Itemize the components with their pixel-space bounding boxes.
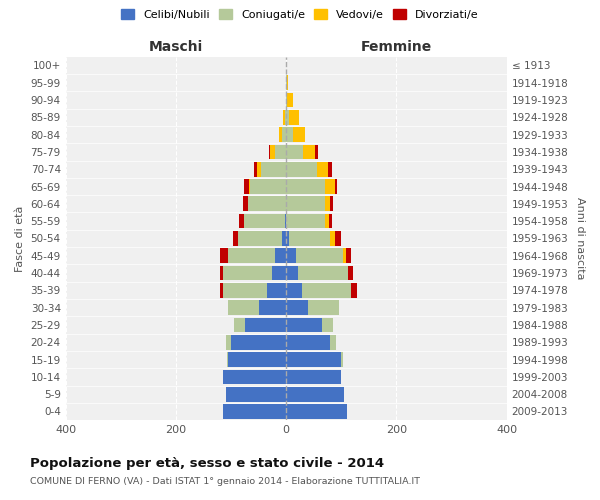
Legend: Celibi/Nubili, Coniugati/e, Vedovi/e, Divorziati/e: Celibi/Nubili, Coniugati/e, Vedovi/e, Di… [118, 6, 482, 23]
Bar [287, 76, 288, 90]
Bar [239, 214, 244, 228]
Bar [244, 179, 249, 194]
Text: COMUNE DI FERNO (VA) - Dati ISTAT 1° gennaio 2014 - Elaborazione TUTTITALIA.IT: COMUNE DI FERNO (VA) - Dati ISTAT 1° gen… [30, 478, 420, 486]
Bar [351, 283, 357, 298]
Bar [286, 387, 344, 402]
Bar [286, 214, 325, 228]
Bar [286, 370, 341, 384]
Bar [285, 214, 286, 228]
Bar [250, 179, 286, 194]
Bar [289, 110, 299, 124]
Bar [272, 266, 286, 280]
Bar [229, 248, 275, 263]
Bar [229, 300, 259, 315]
Bar [286, 231, 289, 246]
Bar [293, 128, 305, 142]
Bar [341, 352, 343, 367]
Bar [244, 214, 285, 228]
Bar [286, 162, 317, 176]
Bar [296, 248, 343, 263]
Bar [223, 404, 286, 419]
Bar [286, 196, 325, 211]
Bar [325, 179, 335, 194]
Bar [303, 144, 315, 160]
Bar [282, 128, 286, 142]
Y-axis label: Fasce di età: Fasce di età [15, 206, 25, 272]
Bar [234, 318, 245, 332]
Bar [282, 231, 286, 246]
Bar [322, 318, 333, 332]
Bar [284, 110, 286, 124]
Bar [331, 335, 336, 349]
Bar [343, 248, 346, 263]
Text: Femmine: Femmine [361, 40, 432, 54]
Bar [335, 231, 341, 246]
Bar [233, 231, 238, 246]
Bar [243, 196, 248, 211]
Bar [254, 162, 257, 176]
Bar [317, 162, 328, 176]
Bar [279, 128, 282, 142]
Bar [220, 283, 223, 298]
Bar [226, 335, 231, 349]
Bar [325, 214, 329, 228]
Bar [249, 179, 250, 194]
Bar [325, 196, 331, 211]
Bar [286, 300, 308, 315]
Bar [269, 144, 275, 160]
Bar [315, 144, 317, 160]
Bar [267, 283, 286, 298]
Bar [220, 266, 223, 280]
Bar [257, 162, 262, 176]
Bar [286, 266, 298, 280]
Bar [231, 335, 286, 349]
Bar [262, 162, 286, 176]
Bar [226, 387, 286, 402]
Bar [331, 231, 335, 246]
Bar [223, 266, 272, 280]
Bar [286, 248, 296, 263]
Bar [335, 179, 337, 194]
Bar [259, 300, 286, 315]
Bar [275, 248, 286, 263]
Bar [286, 110, 289, 124]
Bar [286, 283, 302, 298]
Text: Maschi: Maschi [149, 40, 203, 54]
Text: Popolazione per età, sesso e stato civile - 2014: Popolazione per età, sesso e stato civil… [30, 458, 384, 470]
Bar [286, 144, 303, 160]
Bar [348, 266, 353, 280]
Bar [287, 92, 293, 108]
Bar [220, 248, 229, 263]
Bar [248, 196, 286, 211]
Bar [346, 248, 351, 263]
Bar [328, 162, 332, 176]
Bar [286, 128, 293, 142]
Bar [223, 283, 267, 298]
Bar [308, 300, 338, 315]
Bar [286, 318, 322, 332]
Bar [286, 92, 287, 108]
Bar [286, 352, 341, 367]
Bar [227, 352, 229, 367]
Bar [283, 110, 284, 124]
Bar [331, 196, 333, 211]
Bar [286, 335, 331, 349]
Bar [223, 370, 286, 384]
Bar [275, 144, 286, 160]
Bar [286, 404, 347, 419]
Bar [286, 179, 325, 194]
Bar [289, 231, 331, 246]
Y-axis label: Anni di nascita: Anni di nascita [575, 197, 585, 280]
Bar [238, 231, 282, 246]
Bar [329, 214, 332, 228]
Bar [229, 352, 286, 367]
Bar [245, 318, 286, 332]
Bar [302, 283, 351, 298]
Bar [298, 266, 348, 280]
